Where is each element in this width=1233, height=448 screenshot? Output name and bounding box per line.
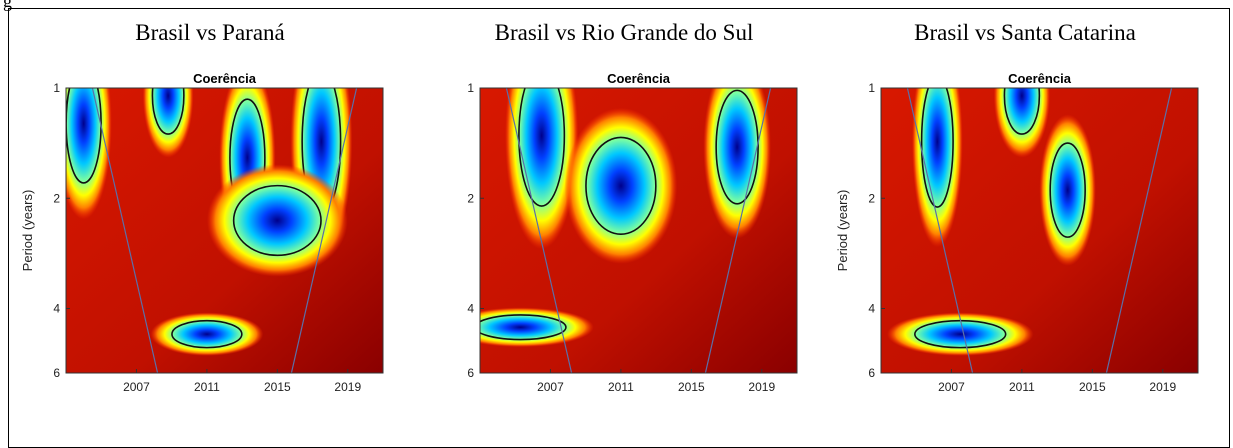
x-tick-label: 2011 <box>608 380 634 394</box>
x-tick-label: 2015 <box>264 380 291 394</box>
y-tick-label: 6 <box>53 366 60 380</box>
low-coherence-region-3 <box>480 307 594 348</box>
cone-of-influence-right <box>1105 88 1173 373</box>
plot-frame <box>479 87 798 374</box>
cone-of-influence-right <box>290 88 358 373</box>
panel-title: Brasil vs Rio Grande do Sul <box>494 20 754 45</box>
coherence-plot-parana: Coerência 1 2 4 6 2007 2011 2015 2019 Period (yea… <box>20 71 384 394</box>
heatmap-area <box>881 88 1198 373</box>
x-tick-label: 2007 <box>938 380 965 394</box>
y-tick-label: 1 <box>53 81 60 95</box>
y-tick-label: 4 <box>467 302 474 316</box>
y-tick-label: 4 <box>53 302 60 316</box>
axes-title: Coerência <box>607 71 671 86</box>
x-tick-label: 2019 <box>1149 380 1176 394</box>
y-tick-label: 6 <box>467 366 474 380</box>
significance-contour-0 <box>518 88 566 207</box>
significance-contour-1 <box>585 136 657 236</box>
cone-of-influence-right <box>704 88 772 373</box>
low-coherence-region-0 <box>505 88 579 250</box>
low-coherence-region-4 <box>150 312 264 356</box>
panel-santa-catarina: Brasil vs Santa Catarina Coerência 1 2 4 6 20… <box>825 0 1225 423</box>
low-coherence-region-1 <box>993 88 1051 158</box>
y-tick-label: 1 <box>868 81 875 95</box>
low-coherence-region-3 <box>886 312 1034 356</box>
y-axis-label: Period (years) <box>20 190 35 272</box>
plot-frame <box>880 87 1199 374</box>
significance-contour-4 <box>171 319 243 349</box>
panel-title: Brasil vs Paraná <box>135 20 285 45</box>
plot-frame <box>65 87 384 374</box>
low-coherence-region-0 <box>66 88 112 220</box>
y-tick-label: 6 <box>868 366 875 380</box>
y-tick-label: 2 <box>53 191 60 205</box>
x-tick-label: 2007 <box>537 380 564 394</box>
figure-label: g <box>3 0 12 11</box>
low-coherence-region-2 <box>1039 114 1096 266</box>
significance-contour-5 <box>232 184 322 257</box>
coherence-plot-santa-catarina: Coerência 1 2 4 6 2007 2011 2015 2019 Period (yea… <box>835 71 1199 394</box>
x-tick-label: 2015 <box>1079 380 1106 394</box>
x-tick-label: 2011 <box>1009 380 1035 394</box>
significance-contour-3 <box>480 314 567 341</box>
x-tick-label: 2007 <box>123 380 150 394</box>
low-coherence-region-0 <box>912 88 963 248</box>
y-tick-label: 4 <box>868 302 875 316</box>
low-coherence-region-1 <box>564 107 678 264</box>
axes-title: Coerência <box>1008 71 1072 86</box>
significance-contour-2 <box>1049 142 1086 238</box>
cone-of-influence-left <box>505 88 573 373</box>
axes-title: Coerência <box>193 71 257 86</box>
y-tick-label: 1 <box>467 81 474 95</box>
significance-contour-1 <box>1003 88 1041 135</box>
panel-parana: Brasil vs Paraná Coerência 1 2 4 6 2007 2011 20… <box>10 0 410 423</box>
significance-contour-1 <box>151 88 185 135</box>
coherence-plot-rio-grande-do-sul: Coerência 1 2 4 6 2007 2011 2015 2019 <box>467 71 798 394</box>
y-axis-label: Period (years) <box>835 190 850 272</box>
x-tick-label: 2015 <box>678 380 705 394</box>
low-coherence-region-1 <box>142 88 194 158</box>
cone-of-influence-left <box>91 88 159 373</box>
y-tick-label: 2 <box>868 191 875 205</box>
low-coherence-region-5 <box>206 164 348 277</box>
panel-rio-grande-do-sul: Brasil vs Rio Grande do Sul Coerência 1 2 4… <box>424 0 824 423</box>
x-tick-label: 2019 <box>748 380 775 394</box>
significance-contour-0 <box>920 88 954 208</box>
x-tick-label: 2011 <box>194 380 220 394</box>
y-tick-label: 2 <box>467 191 474 205</box>
significance-contour-2 <box>715 89 759 205</box>
cone-of-influence-left <box>906 88 974 373</box>
heatmap-area <box>480 88 797 373</box>
low-coherence-region-2 <box>703 88 771 239</box>
x-tick-label: 2019 <box>334 380 361 394</box>
panel-title: Brasil vs Santa Catarina <box>914 20 1136 45</box>
heatmap-area <box>66 88 383 373</box>
